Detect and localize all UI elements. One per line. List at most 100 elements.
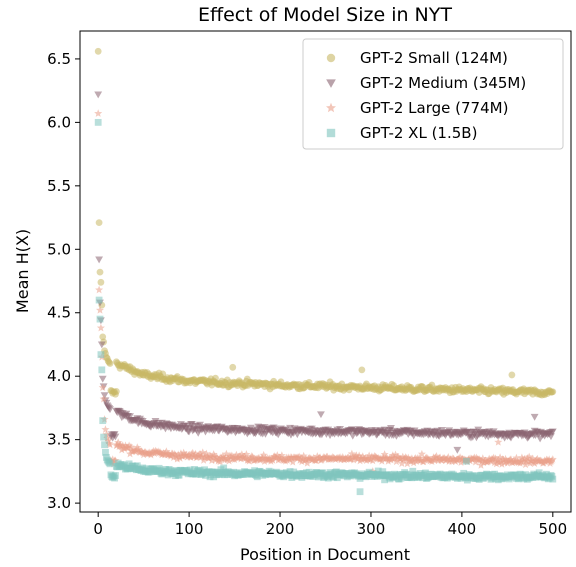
data-point <box>185 450 194 459</box>
data-point <box>358 452 367 460</box>
data-point <box>229 363 237 371</box>
data-point <box>388 451 397 459</box>
data-point <box>174 450 183 459</box>
data-point <box>94 47 102 55</box>
legend-marker <box>326 53 336 63</box>
data-points <box>94 47 557 496</box>
data-point <box>286 468 294 475</box>
data-point <box>324 474 332 482</box>
data-point <box>162 447 171 455</box>
data-point <box>478 454 487 462</box>
data-point <box>338 452 347 461</box>
data-point <box>406 455 415 463</box>
legend-label: GPT-2 Small (124M) <box>360 49 508 67</box>
y-tick-label: 4.0 <box>47 367 71 385</box>
data-point <box>112 388 120 395</box>
legend: GPT-2 Small (124M) GPT-2 Medium (345M) GPT… <box>302 38 564 150</box>
series-2 <box>94 91 557 454</box>
data-point <box>313 452 322 460</box>
data-point <box>491 454 500 463</box>
data-point <box>106 360 114 367</box>
data-point <box>207 456 216 465</box>
data-point <box>415 453 424 462</box>
data-point <box>512 453 521 462</box>
x-axis: 0 100 200 300 400 500 <box>93 512 567 538</box>
data-point <box>213 453 222 462</box>
data-point <box>232 450 241 459</box>
data-point <box>535 469 543 477</box>
data-point <box>125 441 134 450</box>
data-point <box>126 413 134 421</box>
data-point <box>196 421 204 429</box>
data-point <box>528 454 537 463</box>
x-tick-label: 400 <box>448 520 477 538</box>
data-point <box>95 296 103 304</box>
data-point <box>548 455 557 463</box>
data-point <box>323 452 332 461</box>
data-point <box>380 450 389 458</box>
data-point <box>95 285 104 294</box>
data-point <box>520 454 529 463</box>
data-point <box>524 457 533 466</box>
data-point <box>96 315 104 323</box>
data-point <box>474 426 483 434</box>
y-axis-label: Mean H(X) <box>13 229 32 313</box>
data-point <box>106 460 114 468</box>
data-point <box>108 455 117 463</box>
data-point <box>501 454 510 463</box>
data-point <box>409 458 418 467</box>
y-tick-label: 6.5 <box>47 50 71 68</box>
data-point <box>517 453 526 462</box>
data-point <box>347 449 356 458</box>
data-point <box>518 455 527 464</box>
data-point <box>186 453 195 461</box>
x-tick-label: 100 <box>175 520 204 538</box>
data-point <box>97 351 105 359</box>
plot-frame <box>79 30 572 513</box>
data-point <box>533 454 542 463</box>
data-point <box>105 440 115 449</box>
data-point <box>309 453 318 462</box>
x-axis-label: Position in Document <box>240 545 410 564</box>
data-point <box>102 448 109 456</box>
data-point <box>545 455 554 464</box>
data-point <box>151 417 160 425</box>
data-point <box>521 460 530 469</box>
data-point <box>409 467 417 475</box>
data-point <box>508 371 516 379</box>
data-point <box>476 461 486 469</box>
data-point <box>277 451 286 459</box>
data-point <box>392 457 401 466</box>
data-point <box>99 394 108 403</box>
legend-marker <box>326 102 336 113</box>
legend-label: GPT-2 Medium (345M) <box>360 74 526 92</box>
data-point <box>218 451 227 460</box>
data-point <box>356 488 364 496</box>
y-tick-label: 3.0 <box>47 494 71 512</box>
data-point <box>208 453 217 461</box>
data-point <box>251 467 258 475</box>
data-point <box>159 370 167 378</box>
data-point <box>506 455 516 463</box>
data-point <box>330 473 338 481</box>
data-point <box>368 456 377 465</box>
data-point <box>444 453 453 461</box>
data-point <box>98 383 107 392</box>
data-point <box>112 472 119 479</box>
data-point <box>222 449 231 458</box>
data-point <box>96 268 104 276</box>
data-point <box>273 451 282 459</box>
data-point <box>268 456 277 464</box>
data-point <box>95 256 104 264</box>
data-point <box>374 467 382 475</box>
data-point <box>295 452 304 461</box>
data-point <box>530 413 539 421</box>
data-point <box>225 456 234 465</box>
data-point <box>175 471 183 479</box>
data-point <box>456 453 465 461</box>
data-point <box>101 425 110 433</box>
data-point <box>432 451 441 460</box>
data-point <box>412 457 421 465</box>
data-point <box>114 438 123 446</box>
legend-entry: GPT-2 Small (124M) <box>326 49 508 67</box>
